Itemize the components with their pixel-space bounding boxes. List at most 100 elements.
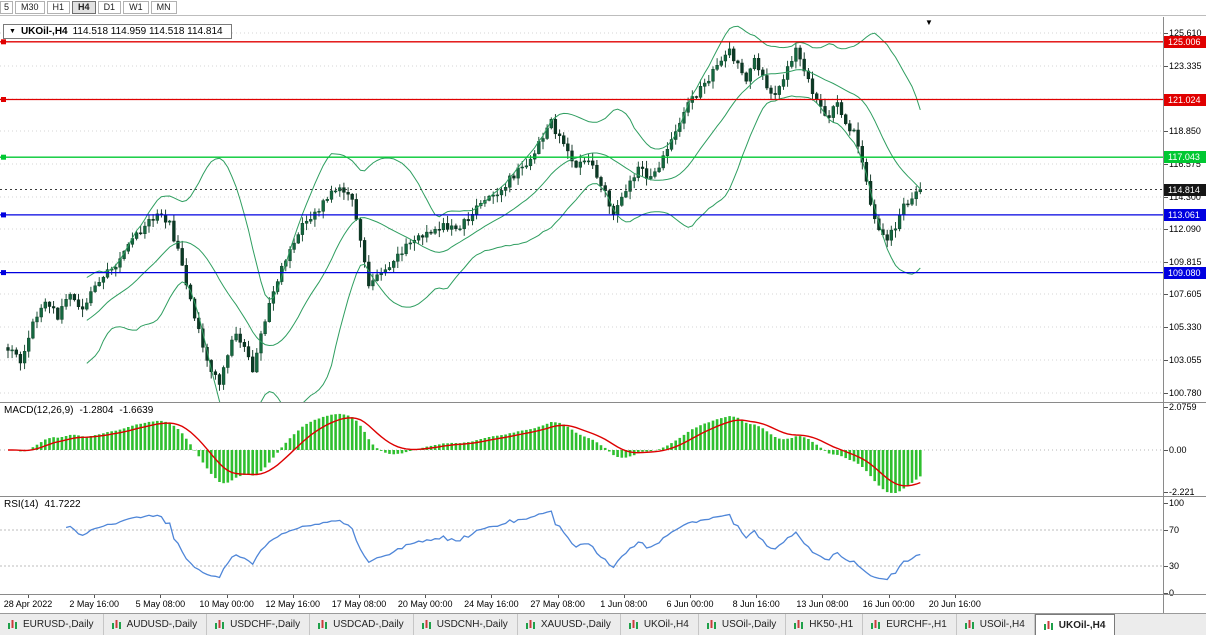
time-axis-tick [822,595,824,598]
chart-icon [421,619,432,630]
timeframe-button-d1[interactable]: D1 [97,1,122,14]
symbol-tab-usoil-daily[interactable]: USOil-,Daily [699,614,787,635]
time-axis-tick [292,595,294,598]
time-axis-label: 16 Jun 00:00 [862,599,915,609]
axis-tick [1164,131,1168,132]
timeframe-button-h1[interactable]: H1 [46,1,71,14]
axis-tick [1164,593,1168,594]
symbol-tab-usdcad-daily[interactable]: USDCAD-,Daily [310,614,414,635]
time-axis-tick [160,595,162,598]
chart-shift-icon[interactable]: ▼ [925,18,933,27]
rsi-panel[interactable]: RSI(14) 41.7222 [0,497,1163,593]
tab-label: UKOil-,H4 [643,619,689,630]
tab-label: XAUUSD-,Daily [540,619,611,630]
price-axis-label: 118.850 [1169,126,1201,136]
chart-icon [111,619,122,630]
symbol-tab-bar: EURUSD-,Daily AUDUSD-,Daily USDCHF-,Daily U… [0,613,1206,635]
symbol-tab-ukoil-h4[interactable]: UKOil-,H4 [1034,614,1116,635]
time-axis-divider [0,594,1206,595]
symbol-tab-usoil-h4[interactable]: USOil-,H4 [957,614,1035,635]
timeframe-button-mn[interactable]: MN [150,1,177,14]
axis-tick [1164,327,1168,328]
macd-panel[interactable]: MACD(12,26,9) -1.2804 -1.6639 [0,403,1163,496]
timeframe-button-h4[interactable]: H4 [72,1,96,14]
axis-tick [1164,66,1168,67]
symbol-tab-hk50-h1[interactable]: HK50-,H1 [786,614,864,635]
macd-axis-label: 0.00 [1169,445,1187,455]
time-axis-label: 17 May 08:00 [331,599,387,609]
main-chart-panel[interactable]: ▼ UKOil-,H4 114.518 114.959 114.518 114.… [0,17,1163,423]
tab-label: HK50-,H1 [809,619,854,630]
rsi-axis-label: 70 [1169,525,1180,535]
timeframe-button-w1[interactable]: W1 [123,1,149,14]
chart-icon [964,619,975,630]
time-axis-label: 20 Jun 16:00 [928,599,981,609]
time-axis-label: 20 May 00:00 [397,599,453,609]
tab-label: EURUSD-,Daily [23,619,94,630]
symbol-tab-usdcnh-daily[interactable]: USDCNH-,Daily [414,614,518,635]
axis-tick [1164,503,1168,504]
time-axis-tick [690,595,691,598]
macd-axis-label: -2.221 [1169,487,1195,497]
axis-tick [1164,197,1168,198]
tab-label: USDCAD-,Daily [333,619,404,630]
symbol-tab-eurusd-daily[interactable]: EURUSD-,Daily [0,614,104,635]
axis-tick [1164,33,1168,34]
macd-canvas[interactable] [0,403,1163,496]
symbol-tab-usdchf-daily[interactable]: USDCHF-,Daily [207,614,311,635]
price-axis-label: 103.055 [1169,355,1202,365]
panel-splitter-macd[interactable] [0,402,1206,403]
rsi-line [65,510,921,581]
tab-label: EURCHF-,H1 [886,619,947,630]
price-axis[interactable]: 125.610123.335121.060118.850116.575114.3… [1163,17,1206,613]
grid-lines [0,32,1163,394]
rsi-canvas[interactable] [0,497,1163,593]
rsi-axis-label: 0 [1169,588,1175,598]
time-axis-tick [954,595,956,598]
time-axis-label: 27 May 08:00 [530,599,585,609]
axis-tick [1164,566,1168,567]
bollinger-bands [86,25,921,423]
time-axis-label: 2 May 16:00 [69,599,119,609]
chart-ohlc-values: 114.518 114.959 114.518 114.814 [72,26,223,37]
time-axis-tick [623,595,625,598]
time-axis[interactable]: 28 Apr 2022 2 May 16:00 5 May 08:00 10 May … [0,595,1163,613]
current-price-tag: 114.814 [1164,183,1206,196]
tab-label: USDCNH-,Daily [436,619,508,630]
time-axis-label: 10 May 00:00 [199,599,254,609]
chart-symbol: UKOil-,H4 [20,26,68,37]
rsi-axis-label: 100 [1169,498,1185,508]
axis-tick [1164,229,1168,230]
rsi-value: 41.7222 [44,499,81,510]
axis-tick [1164,164,1168,165]
axis-tick [1164,407,1168,409]
time-axis-label: 12 May 16:00 [265,599,321,609]
panel-splitter-rsi[interactable] [0,496,1206,497]
tab-label: USOil-,H4 [979,619,1025,630]
tab-label: USDCHF-,Daily [230,619,301,630]
symbol-tab-eurchf-h1[interactable]: EURCHF-,H1 [863,614,957,635]
timeframe-button-m30[interactable]: M30 [15,1,45,14]
time-axis-label: 6 Jun 00:00 [666,599,714,609]
symbol-tab-ukoil-h4[interactable]: UKOil-,H4 [621,614,699,635]
chart-icon [628,619,639,630]
macd-name: MACD(12,26,9) [4,405,74,416]
price-axis-label: 109.815 [1169,257,1202,267]
symbol-tab-audusd-daily[interactable]: AUDUSD-,Daily [104,614,208,635]
symbol-tab-xauusd-daily[interactable]: XAUUSD-,Daily [518,614,621,635]
time-axis-tick [359,595,360,598]
chart-title[interactable]: ▼ UKOil-,H4 114.518 114.959 114.518 114.… [3,24,232,39]
axis-tick [1164,294,1168,295]
chart-icon [706,619,717,630]
horizontal-level-lines[interactable] [0,39,1163,276]
timeframe-button-m5[interactable]: 5 [0,1,14,14]
time-axis-tick [888,595,890,598]
level-price-tag: 121.024 [1164,93,1206,106]
time-axis-tick [491,595,493,598]
main-chart-canvas[interactable] [0,17,1163,423]
rsi-label: RSI(14) 41.7222 [4,499,81,510]
symbol-dropdown-icon[interactable]: ▼ [9,27,16,35]
chart-icon [870,619,881,630]
time-axis-label: 13 Jun 08:00 [796,599,849,609]
